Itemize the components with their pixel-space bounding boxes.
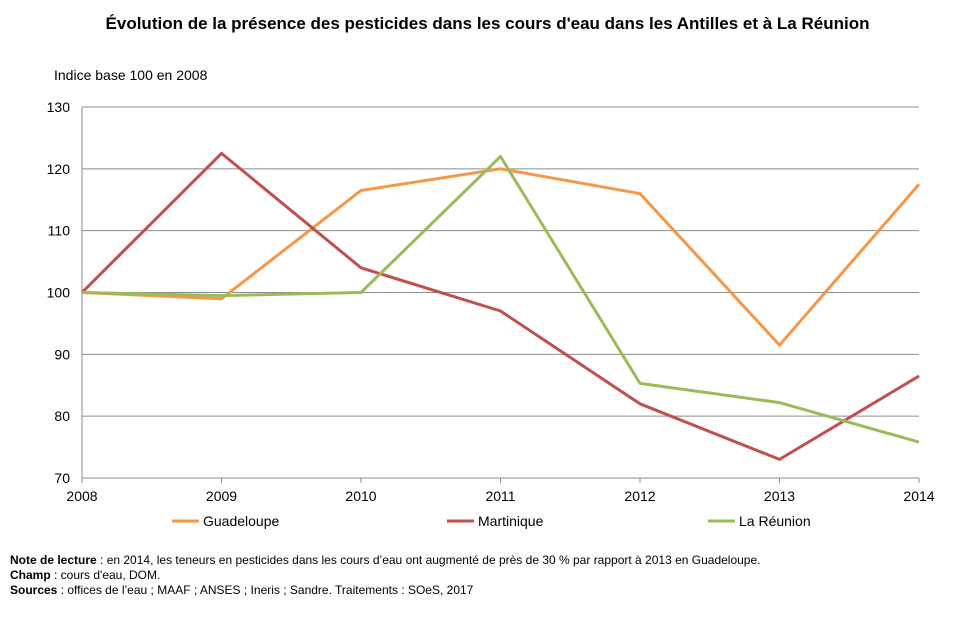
line-chart: Indice base 100 en 2008 70 80 90 100 110 120 1… xyxy=(47,67,935,529)
note-sources-label: Sources xyxy=(10,583,58,597)
legend-label: La Réunion xyxy=(739,513,811,529)
y-tick-label: 130 xyxy=(47,99,71,115)
grid-lines xyxy=(82,106,919,417)
series-line-3 xyxy=(81,155,920,444)
legend-label: Guadeloupe xyxy=(203,513,280,529)
series-lines xyxy=(80,151,921,461)
legend: Guadeloupe Martinique La Réunion xyxy=(172,513,811,529)
y-tick-label: 80 xyxy=(54,408,70,424)
series-line-2 xyxy=(80,151,920,461)
y-axis-label: Indice base 100 en 2008 xyxy=(54,67,208,83)
legend-label: Martinique xyxy=(478,513,544,529)
x-tick-label: 2010 xyxy=(345,488,376,504)
x-tick-label: 2014 xyxy=(903,488,934,504)
note-lecture-text: : en 2014, les teneurs en pesticides dan… xyxy=(96,553,761,567)
x-tick-label: 2012 xyxy=(624,488,655,504)
series-line-1 xyxy=(81,167,921,347)
note-lecture: Note de lecture : en 2014, les teneurs e… xyxy=(10,553,770,568)
x-tick-label: 2013 xyxy=(764,488,795,504)
y-tick-label: 110 xyxy=(48,223,71,239)
chart-notes: Note de lecture : en 2014, les teneurs e… xyxy=(10,553,770,598)
y-tick-label: 120 xyxy=(47,161,71,177)
note-champ-label: Champ xyxy=(10,568,51,582)
note-champ: Champ : cours d'eau, DOM. xyxy=(10,568,770,583)
x-tick-label: 2011 xyxy=(485,488,515,504)
note-champ-text: : cours d'eau, DOM. xyxy=(50,568,161,582)
note-sources: Sources : offices de l’eau ; MAAF ; ANSE… xyxy=(10,583,770,598)
y-tick-labels: 70 80 90 100 110 120 130 xyxy=(47,99,71,486)
x-tick-labels: 2008 2009 2010 2011 2012 2013 2014 xyxy=(66,488,934,504)
note-sources-text: : offices de l’eau ; MAAF ; ANSES ; Iner… xyxy=(57,583,474,597)
y-tick-label: 70 xyxy=(54,470,70,486)
x-tick-label: 2008 xyxy=(66,488,97,504)
chart-title: Évolution de la présence des pesticides … xyxy=(105,14,870,33)
y-tick-label: 100 xyxy=(47,285,71,301)
x-tick-label: 2009 xyxy=(206,488,237,504)
note-lecture-label: Note de lecture xyxy=(10,553,97,567)
y-tick-label: 90 xyxy=(54,346,70,362)
